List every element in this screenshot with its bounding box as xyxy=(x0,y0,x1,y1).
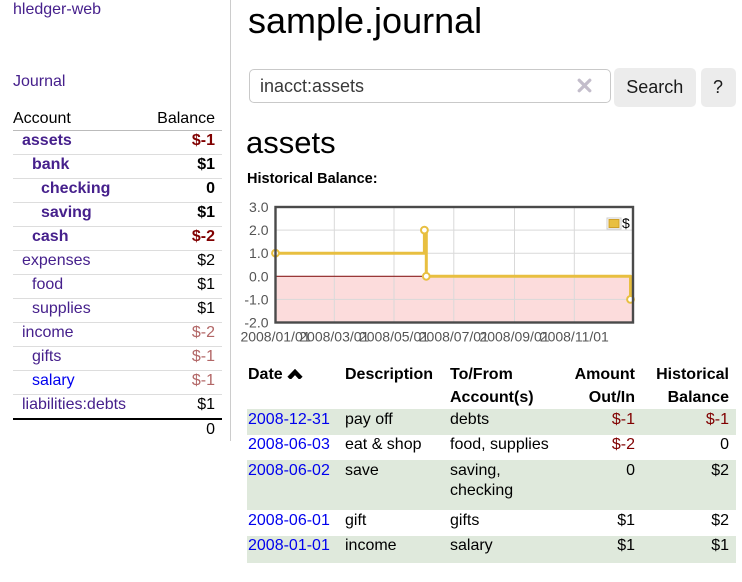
svg-text:-1.0: -1.0 xyxy=(244,291,268,307)
svg-text:0.0: 0.0 xyxy=(249,268,269,284)
svg-text:2008/05/01: 2008/05/01 xyxy=(359,329,429,345)
svg-text:$: $ xyxy=(622,215,630,231)
svg-text:2008/01/01: 2008/01/01 xyxy=(240,329,310,345)
svg-text:2008/03/01: 2008/03/01 xyxy=(299,329,369,345)
svg-text:2.0: 2.0 xyxy=(249,222,269,238)
svg-text:2008/07/01: 2008/07/01 xyxy=(419,329,489,345)
svg-text:2008/09/01: 2008/09/01 xyxy=(479,329,549,345)
svg-text:3.0: 3.0 xyxy=(249,199,269,215)
svg-text:-2.0: -2.0 xyxy=(244,315,268,331)
svg-text:2008/11/01: 2008/11/01 xyxy=(540,329,609,345)
svg-text:1.0: 1.0 xyxy=(249,245,269,261)
